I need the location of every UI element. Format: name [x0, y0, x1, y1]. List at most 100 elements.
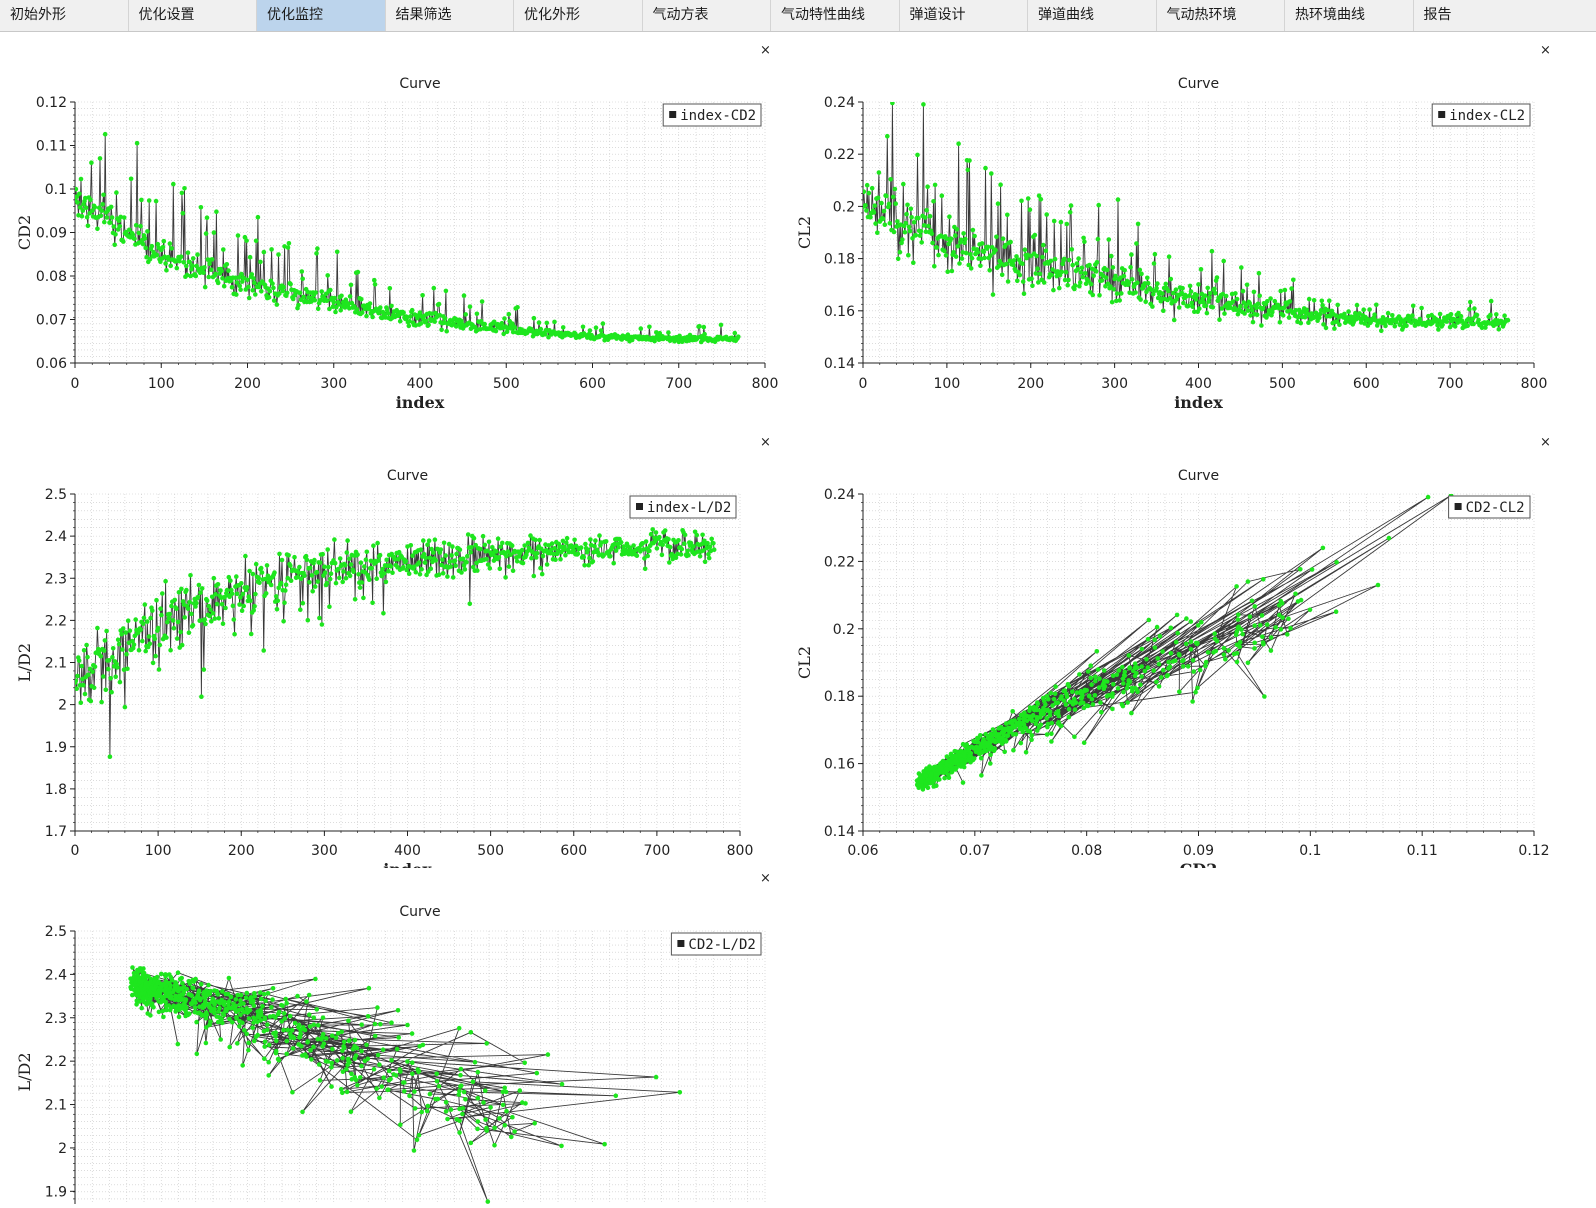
tab-result-filter[interactable]: 结果筛选 [386, 0, 514, 31]
close-icon[interactable]: × [1540, 43, 1551, 58]
data-point [1072, 734, 1077, 740]
data-point [1298, 567, 1303, 572]
data-point [191, 998, 196, 1003]
data-point [81, 648, 87, 653]
data-point [678, 552, 684, 557]
data-point [908, 206, 914, 212]
tab-aerothermal-env[interactable]: 气动热环境 [1157, 0, 1285, 31]
data-point [566, 549, 572, 555]
data-point [251, 1003, 257, 1008]
data-point [120, 647, 125, 652]
data-point [303, 553, 309, 559]
tab-trajectory-design[interactable]: 弹道设计 [900, 0, 1028, 31]
data-point [127, 227, 132, 233]
data-point [376, 558, 381, 563]
data-point [1188, 639, 1194, 644]
data-point [1146, 617, 1152, 623]
data-point [102, 131, 108, 137]
data-point [88, 197, 93, 203]
data-point [1015, 278, 1020, 284]
x-tick-label: 400 [407, 376, 434, 392]
data-point [314, 251, 319, 256]
data-point [122, 704, 128, 710]
data-point [444, 328, 450, 334]
data-point [1190, 304, 1195, 310]
data-point [346, 1018, 351, 1024]
data-point [320, 1031, 326, 1037]
data-point [504, 553, 509, 559]
data-point [421, 538, 426, 543]
data-point [266, 295, 272, 300]
data-point [474, 560, 479, 566]
data-point [422, 560, 428, 565]
data-point [163, 578, 168, 584]
data-point [1096, 202, 1101, 208]
data-point [1089, 697, 1095, 702]
tab-optimized-shape[interactable]: 优化外形 [514, 0, 643, 31]
tab-aero-table[interactable]: 气动方表 [643, 0, 771, 31]
tab-optimization-settings[interactable]: 优化设置 [129, 0, 257, 31]
tab-initial-shape[interactable]: 初始外形 [0, 0, 129, 31]
series-index-CD2 [75, 131, 741, 345]
data-point [161, 238, 167, 244]
close-icon[interactable]: × [760, 43, 771, 58]
data-point [206, 274, 211, 280]
close-icon[interactable]: × [1540, 435, 1551, 450]
close-icon[interactable]: × [760, 871, 771, 886]
data-point [145, 229, 150, 234]
data-point [161, 1014, 166, 1020]
data-point [1010, 262, 1016, 268]
data-point [447, 559, 453, 564]
data-point [1036, 193, 1042, 198]
data-point [245, 277, 250, 283]
data-point [900, 237, 905, 242]
data-point [917, 233, 923, 238]
data-point [184, 263, 189, 269]
data-point [1472, 306, 1477, 311]
data-point [1278, 288, 1283, 294]
data-point [315, 1036, 321, 1042]
data-point [165, 619, 170, 625]
data-point [958, 757, 964, 762]
tab-optimization-monitor[interactable]: 优化监控 [257, 0, 386, 31]
data-point [85, 654, 90, 660]
close-icon[interactable]: × [760, 435, 771, 450]
data-point [167, 241, 173, 246]
data-point [164, 635, 169, 640]
data-point [944, 754, 950, 759]
data-point [181, 989, 186, 995]
data-point [273, 594, 279, 599]
data-point [697, 324, 702, 329]
data-point [711, 541, 716, 546]
tab-aero-curves[interactable]: 气动特性曲线 [771, 0, 900, 31]
data-point [611, 560, 616, 566]
data-point [1245, 308, 1251, 313]
data-point [1062, 688, 1068, 693]
data-point [1288, 625, 1293, 631]
data-point [1036, 724, 1042, 730]
data-point [522, 1060, 527, 1066]
data-point [1209, 248, 1215, 254]
data-point [83, 195, 88, 201]
data-point [1287, 299, 1293, 304]
data-point [1126, 280, 1132, 285]
data-point [944, 759, 949, 765]
tab-report[interactable]: 报告 [1423, 7, 1452, 23]
y-tick-label: 2.3 [45, 571, 67, 587]
data-point [505, 326, 511, 331]
data-point [1056, 721, 1061, 726]
data-point [1117, 298, 1122, 303]
data-point [982, 255, 987, 261]
tab-thermal-curves[interactable]: 热环境曲线 [1285, 0, 1414, 31]
data-point [1196, 282, 1201, 287]
data-point [321, 1041, 327, 1046]
data-point [167, 990, 173, 996]
data-point [207, 1003, 212, 1008]
tab-trajectory-curves[interactable]: 弹道曲线 [1028, 0, 1157, 31]
data-point [1285, 632, 1290, 637]
data-point [1452, 324, 1458, 329]
data-point [355, 269, 361, 275]
data-point [1171, 317, 1177, 323]
data-point [108, 204, 114, 210]
data-point [135, 967, 140, 973]
